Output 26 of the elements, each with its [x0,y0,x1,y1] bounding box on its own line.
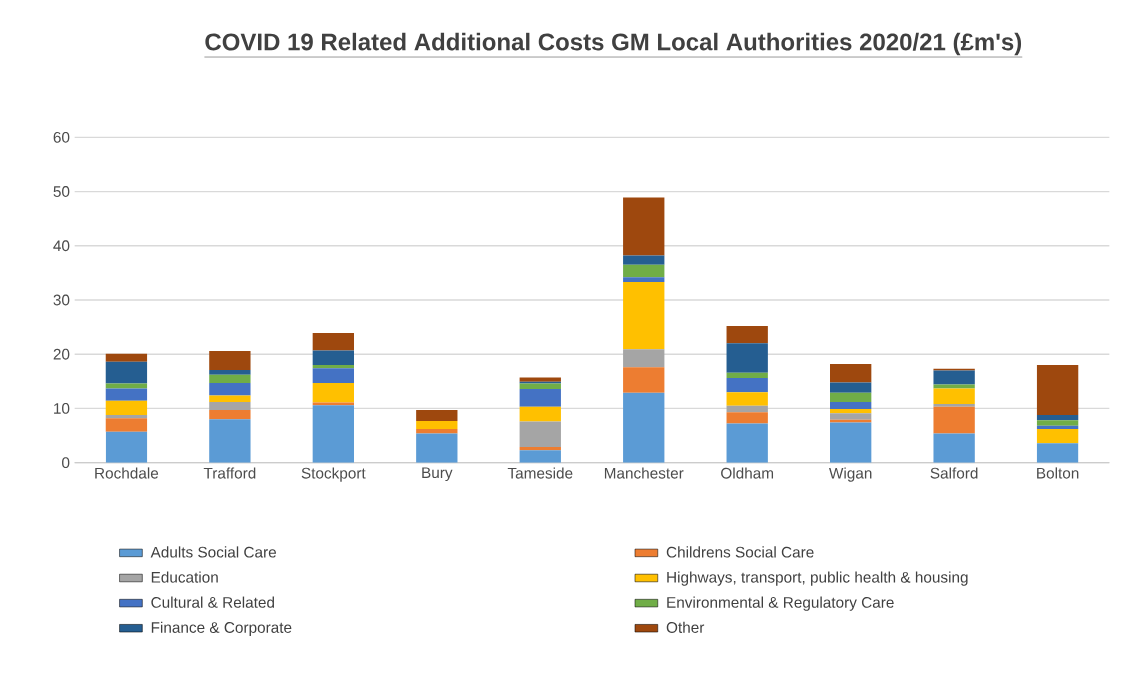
y-tick-label: 60 [53,132,70,143]
x-tick-label: Oldham [721,467,774,479]
y-tick-label: 10 [54,403,70,415]
legend-label: Adults Social Care [150,546,276,558]
y-tick-label: 30 [53,294,70,306]
x-tick-label: Rochdale [95,467,159,479]
legend-label: Education [151,571,218,583]
x-tick-label: Tameside [507,467,573,479]
x-tick-label: Salford [930,467,978,479]
y-tick-label: 0 [62,457,70,469]
x-tick-label: Bolton [1037,467,1079,479]
x-tick-label: Stockport [301,467,366,482]
legend-label: Cultural & Related [151,596,274,608]
legend-label: Finance & Corporate [151,621,292,637]
chart-title: COVID 19 Related Additional Costs GM Local Authorities 2020/21 (£m's) [205,32,1022,56]
x-tick-label: Trafford [203,467,256,479]
x-tick-label: Bury [422,467,453,482]
x-tick-label: Manchester [604,467,684,479]
legend-label: Environmental & Regulatory Care [667,596,894,612]
y-tick-label: 20 [53,348,70,360]
x-tick-label: Wigan [829,467,872,482]
y-tick-label: 50 [53,186,70,198]
legend-label: Highways, transport, public health & housing [667,571,968,586]
legend-label: Other [666,621,705,634]
y-tick-label: 40 [53,240,70,252]
legend-label: Childrens Social Care [666,546,814,558]
